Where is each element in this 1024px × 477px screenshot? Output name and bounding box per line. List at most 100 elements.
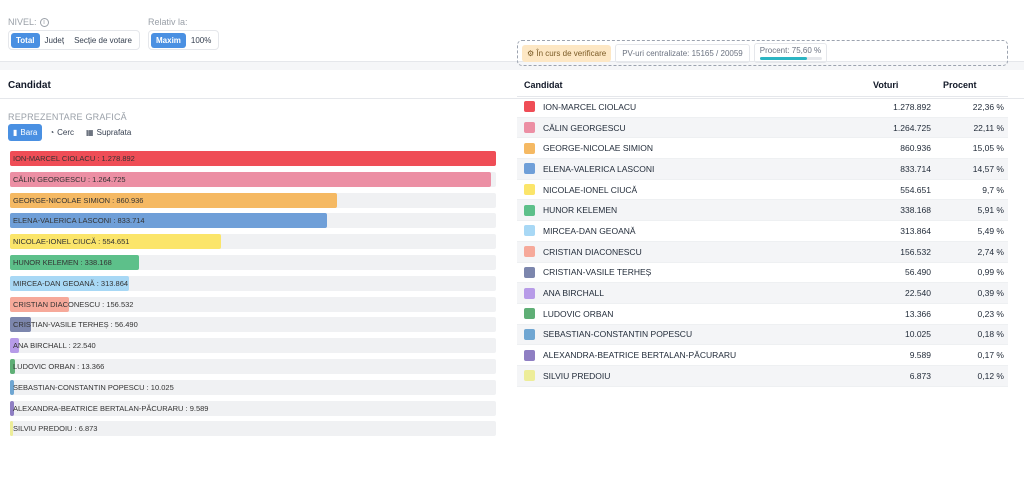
bar [10, 400, 14, 416]
table-row[interactable]: LUDOVIC ORBAN 13.366 0,23 % [517, 304, 1008, 325]
cell-candidat: ALEXANDRA-BEATRICE BERTALAN-PĂCURARU [517, 349, 865, 361]
table-row[interactable]: ION-MARCEL CIOLACU 1.278.892 22,36 % [517, 97, 1008, 118]
procent-progress [759, 57, 822, 60]
candidate-name: MIRCEA-DAN GEOANĂ [543, 225, 636, 236]
tab-suprafata[interactable]: ▦ Suprafata [86, 128, 132, 137]
cell-voturi: 22.540 [905, 288, 931, 299]
nivel-option-total[interactable]: Total [11, 32, 40, 48]
candidate-name: ION-MARCEL CIOLACU [543, 101, 637, 112]
bar-row[interactable]: SEBASTIAN-CONSTANTIN POPESCU : 10.025 [10, 379, 496, 395]
bar [10, 421, 13, 437]
procent-indicator: Procent: 75,60 % [753, 43, 828, 63]
cell-procent: 15,05 % [972, 143, 1004, 154]
cell-procent: 0,39 % [977, 288, 1004, 299]
tab-bara[interactable]: ▮ Bara [8, 124, 43, 141]
bar [10, 213, 327, 229]
bar-row[interactable]: GEORGE-NICOLAE SIMION : 860.936 [10, 192, 496, 208]
bar [10, 234, 221, 250]
header-voturi[interactable]: Voturi [873, 79, 899, 90]
bar-row[interactable]: ANA BIRCHALL : 22.540 [10, 338, 496, 354]
bar-label: CĂLIN GEORGESCU : 1.264.725 [13, 174, 126, 184]
cell-procent: 5,49 % [977, 225, 1004, 236]
bar [10, 275, 130, 291]
bar-row[interactable]: CRISTIAN-VASILE TERHEȘ : 56.490 [10, 317, 496, 333]
cell-voturi: 13.366 [905, 308, 931, 319]
pie-chart-icon: ◔ [49, 128, 55, 137]
bar-row[interactable]: SILVIU PREDOIU : 6.873 [10, 421, 496, 437]
cell-procent: 0,18 % [977, 329, 1004, 340]
table-row[interactable]: CRISTIAN DIACONESCU 156.532 2,74 % [517, 241, 1008, 263]
table-row[interactable]: ALEXANDRA-BEATRICE BERTALAN-PĂCURARU 9.58… [517, 345, 1008, 366]
cell-procent: 5,91 % [977, 205, 1004, 216]
table-row[interactable]: CĂLIN GEORGESCU 1.264.725 22,11 % [517, 117, 1008, 139]
verification-badge: ⚙ În curs de verificare [522, 44, 612, 62]
bar-row[interactable]: MIRCEA-DAN GEOANĂ : 313.864 [10, 275, 496, 291]
bar-row[interactable]: ELENA-VALERICA LASCONI : 833.714 [10, 213, 496, 229]
nivel-option-judet[interactable]: Județ [44, 35, 65, 45]
bar-label: HUNOR KELEMEN : 338.168 [13, 257, 112, 267]
table-row[interactable]: SILVIU PREDOIU 6.873 0,12 % [517, 365, 1008, 387]
table-row[interactable]: NICOLAE-IONEL CIUCĂ 554.651 9,7 % [517, 180, 1008, 201]
bar [10, 317, 32, 333]
color-swatch [524, 287, 535, 299]
cell-procent: 22,36 % [972, 101, 1004, 112]
table-row[interactable]: HUNOR KELEMEN 338.168 5,91 % [517, 200, 1008, 222]
bar-row[interactable]: NICOLAE-IONEL CIUCĂ : 554.651 [10, 234, 496, 250]
bar [10, 379, 14, 395]
table-row[interactable]: ELENA-VALERICA LASCONI 833.714 14,57 % [517, 159, 1008, 180]
candidate-name: CRISTIAN-VASILE TERHEȘ [543, 267, 652, 278]
tab-cerc[interactable]: ◔ Cerc [49, 128, 75, 137]
bar-chart: ION-MARCEL CIOLACU : 1.278.892 CĂLIN GEOR… [10, 151, 496, 442]
table-row[interactable]: ANA BIRCHALL 22.540 0,39 % [517, 283, 1008, 304]
header-procent[interactable]: Procent [943, 79, 977, 90]
bar-label: ALEXANDRA-BEATRICE BERTALAN-PĂCURARU : 9… [13, 403, 209, 413]
cell-voturi: 554.651 [900, 184, 931, 195]
color-swatch [524, 122, 535, 134]
nivel-label: NIVEL: i [8, 17, 49, 27]
table-row[interactable]: MIRCEA-DAN GEOANĂ 313.864 5,49 % [517, 221, 1008, 242]
bar-label: SILVIU PREDOIU : 6.873 [13, 424, 98, 434]
color-swatch [524, 328, 535, 340]
cell-candidat: ANA BIRCHALL [517, 287, 865, 299]
cell-candidat: HUNOR KELEMEN [517, 204, 865, 216]
cell-voturi: 10.025 [905, 329, 931, 340]
color-swatch [524, 266, 535, 278]
bar-label: GEORGE-NICOLAE SIMION : 860.936 [13, 195, 144, 205]
relativ-selector: Maxim 100% [148, 30, 220, 50]
bar-row[interactable]: CRISTIAN DIACONESCU : 156.532 [10, 296, 496, 312]
cell-candidat: ELENA-VALERICA LASCONI [517, 163, 865, 175]
info-icon[interactable]: i [39, 18, 49, 27]
divider [0, 98, 1024, 99]
cell-candidat: SEBASTIAN-CONSTANTIN POPESCU [517, 328, 865, 340]
cell-candidat: CRISTIAN-VASILE TERHEȘ [517, 266, 865, 278]
color-swatch [524, 370, 535, 382]
header-candidat[interactable]: Candidat [524, 79, 563, 90]
bar-label: NICOLAE-IONEL CIUCĂ : 554.651 [13, 237, 130, 247]
bar-row[interactable]: ION-MARCEL CIOLACU : 1.278.892 [10, 151, 496, 166]
bar-row[interactable]: HUNOR KELEMEN : 338.168 [10, 254, 496, 270]
cell-voturi: 9.589 [909, 350, 931, 361]
cell-voturi: 338.168 [900, 205, 931, 216]
cell-procent: 2,74 % [977, 246, 1004, 257]
gear-icon: ⚙ [527, 48, 537, 58]
candidate-name: CĂLIN GEORGESCU [543, 122, 626, 133]
candidate-name: ELENA-VALERICA LASCONI [543, 163, 655, 174]
table-row[interactable]: CRISTIAN-VASILE TERHEȘ 56.490 0,99 % [517, 263, 1008, 284]
table-row[interactable]: GEORGE-NICOLAE SIMION 860.936 15,05 % [517, 138, 1008, 160]
bar-row[interactable]: CĂLIN GEORGESCU : 1.264.725 [10, 171, 496, 187]
relativ-option-maxim[interactable]: Maxim [151, 32, 186, 48]
bar-label: ANA BIRCHALL : 22.540 [13, 341, 96, 351]
bar-chart-icon: ▮ [13, 128, 18, 137]
color-swatch [524, 204, 535, 216]
candidate-name: SILVIU PREDOIU [543, 370, 611, 381]
cell-voturi: 1.278.892 [893, 101, 931, 112]
relativ-label: Relativ la: [148, 17, 188, 27]
color-swatch [524, 184, 535, 196]
relativ-option-100[interactable]: 100% [190, 35, 212, 45]
bar-row[interactable]: ALEXANDRA-BEATRICE BERTALAN-PĂCURARU : 9… [10, 400, 496, 416]
cell-candidat: MIRCEA-DAN GEOANĂ [517, 225, 865, 237]
table-row[interactable]: SEBASTIAN-CONSTANTIN POPESCU 10.025 0,18 % [517, 324, 1008, 346]
color-swatch [524, 308, 535, 320]
bar-row[interactable]: LUDOVIC ORBAN : 13.366 [10, 358, 496, 374]
nivel-option-sectie[interactable]: Secție de votare [74, 35, 132, 45]
